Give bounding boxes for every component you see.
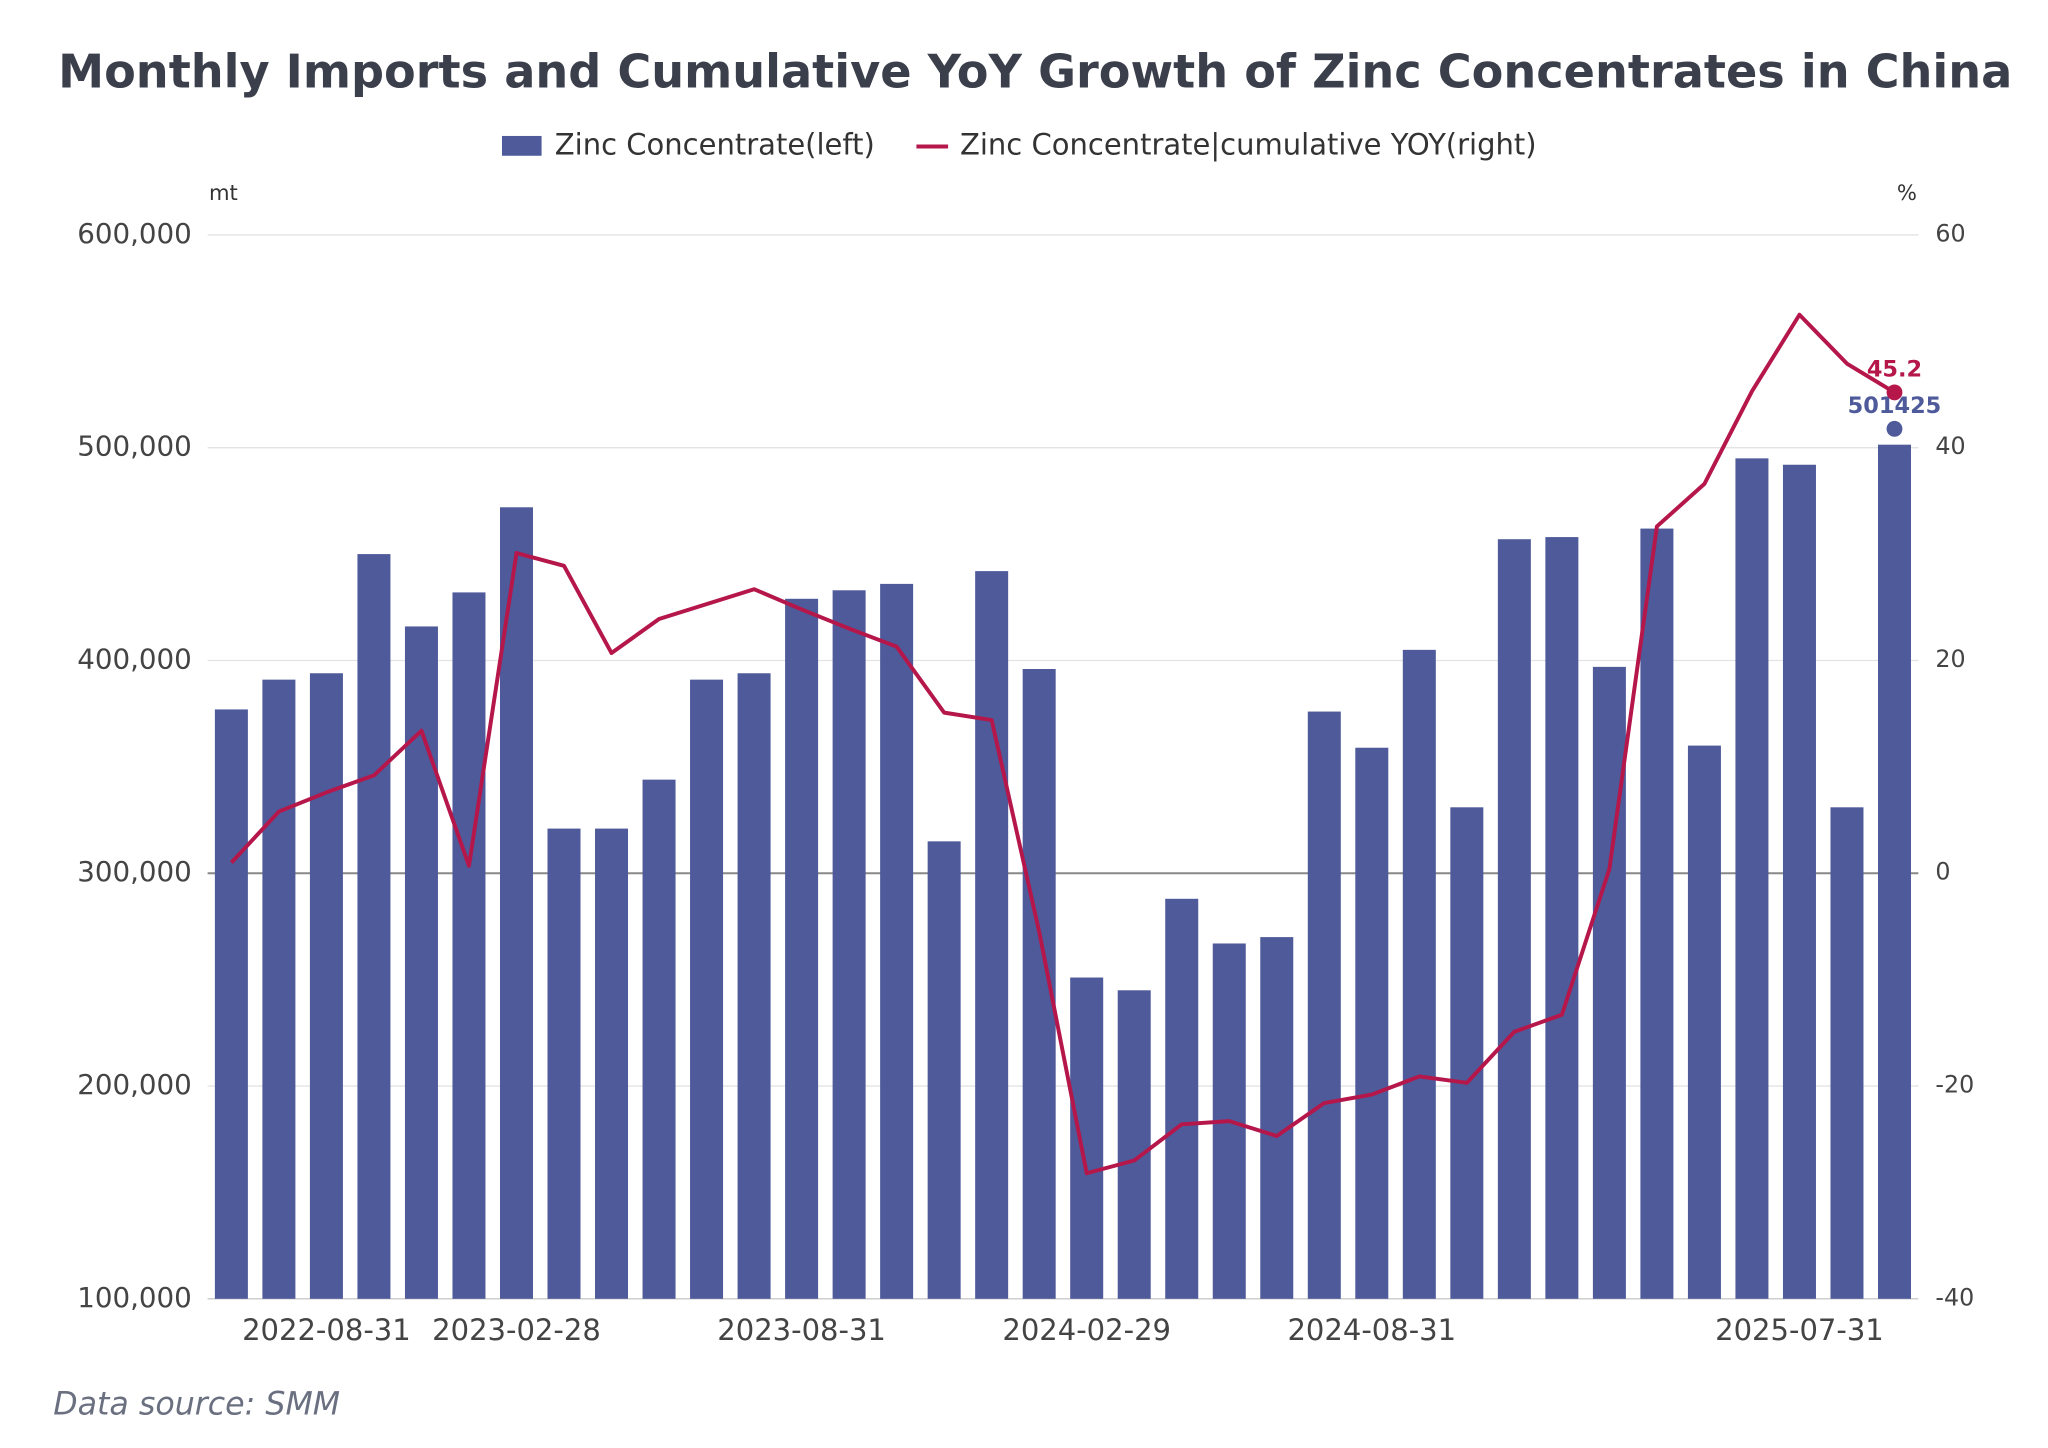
line-series (229, 312, 1896, 1176)
legend-label: Zinc Concentrate|cumulative YOY(right) (960, 128, 1537, 162)
bar (1497, 539, 1531, 1299)
bar (1592, 666, 1626, 1299)
y2-axis-unit: % (1897, 180, 1917, 205)
bar (927, 841, 961, 1299)
x-tick-label: 2024-08-31 (1287, 1313, 1456, 1347)
bar (404, 626, 438, 1299)
point-marker (1886, 384, 1903, 401)
y2-tick-label: 20 (1935, 645, 1965, 673)
bar (452, 592, 486, 1299)
bar (737, 673, 771, 1299)
bar (214, 709, 248, 1299)
y-tick-label: 400,000 (77, 642, 192, 675)
bar (262, 679, 296, 1299)
y-tick-label: 100,000 (77, 1281, 192, 1314)
bar (595, 828, 629, 1299)
bar (499, 507, 533, 1299)
x-tick-label: 2023-08-31 (717, 1313, 886, 1347)
bar (880, 583, 914, 1299)
chart-title: Monthly Imports and Cumulative YoY Growt… (58, 45, 2012, 99)
x-tick-label: 2024-02-29 (1002, 1313, 1171, 1347)
bar (1117, 990, 1151, 1299)
y-tick-label: 600,000 (77, 217, 192, 250)
y2-tick-label: 0 (1935, 858, 1950, 886)
bar (785, 598, 819, 1299)
x-tick-label: 2025-07-31 (1715, 1313, 1884, 1347)
y2-tick-label: -40 (1935, 1283, 1974, 1311)
bar (1355, 747, 1389, 1299)
legend-label: Zinc Concentrate(left) (555, 128, 875, 162)
bar (832, 590, 866, 1299)
data-label: 45.2 (1867, 356, 1922, 382)
bar (1260, 937, 1294, 1299)
bar (1877, 444, 1911, 1299)
bar (1402, 649, 1436, 1299)
bar (357, 554, 391, 1299)
bar (1735, 458, 1769, 1299)
bar (547, 828, 581, 1299)
bar (690, 679, 724, 1299)
y-tick-label: 200,000 (77, 1068, 192, 1101)
legend-swatch (501, 135, 542, 156)
bar (1450, 807, 1484, 1299)
bar (1687, 745, 1721, 1299)
y2-tick-label: 60 (1935, 219, 1965, 247)
source-note: Data source: SMM (53, 1387, 340, 1423)
bar (309, 673, 343, 1299)
y2-tick-label: -20 (1935, 1071, 1974, 1099)
bar (1640, 528, 1674, 1299)
x-tick-label: 2023-02-28 (432, 1313, 601, 1347)
bar (1545, 537, 1579, 1299)
y-tick-label: 500,000 (77, 430, 192, 463)
point-marker (1886, 420, 1903, 437)
y2-tick-label: 40 (1935, 432, 1965, 460)
x-tick-label: 2022-08-31 (242, 1313, 411, 1347)
bar (975, 571, 1009, 1299)
y-tick-label: 300,000 (77, 855, 192, 888)
bar (1307, 711, 1341, 1299)
bar (1070, 977, 1104, 1299)
y-axis-unit: mt (209, 180, 238, 205)
bar (642, 779, 676, 1299)
bar (1782, 464, 1816, 1299)
bar (1830, 807, 1864, 1299)
bar (1165, 898, 1199, 1299)
